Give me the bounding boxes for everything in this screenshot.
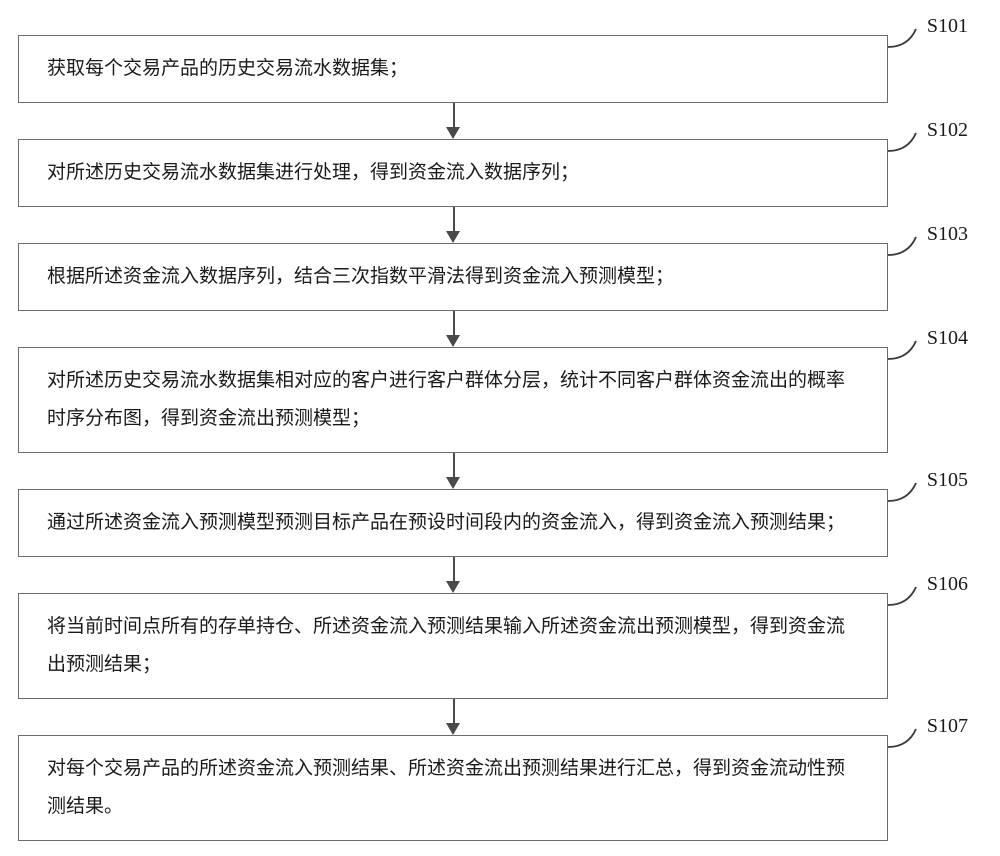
- step-text: 对所述历史交易流水数据集进行处理，得到资金流入数据序列；: [47, 162, 579, 183]
- flow-step: 通过所述资金流入预测模型预测目标产品在预设时间段内的资金流入，得到资金流入预测结…: [18, 489, 888, 557]
- step-box: 获取每个交易产品的历史交易流水数据集；: [18, 35, 888, 103]
- arrow-head-icon: [446, 127, 460, 139]
- hook-icon: [888, 25, 928, 49]
- flow-arrow: [18, 453, 888, 489]
- hook-icon: [888, 479, 928, 503]
- step-label: S104: [927, 327, 968, 350]
- step-text: 对所述历史交易流水数据集相对应的客户进行客户群体分层，统计不同客户群体资金流出的…: [47, 370, 845, 429]
- hook-icon: [888, 725, 928, 749]
- hook-icon: [888, 583, 928, 607]
- step-box: 对所述历史交易流水数据集进行处理，得到资金流入数据序列；: [18, 139, 888, 207]
- flow-step: 根据所述资金流入数据序列，结合三次指数平滑法得到资金流入预测模型；S103: [18, 243, 888, 311]
- step-box: 将当前时间点所有的存单持仓、所述资金流入预测结果输入所述资金流出预测模型，得到资…: [18, 593, 888, 699]
- step-text: 根据所述资金流入数据序列，结合三次指数平滑法得到资金流入预测模型；: [47, 266, 674, 287]
- hook-icon: [888, 129, 928, 153]
- flowchart-container: 获取每个交易产品的历史交易流水数据集；S101 对所述历史交易流水数据集进行处理，…: [18, 35, 888, 841]
- flow-step: 对每个交易产品的所述资金流入预测结果、所述资金流出预测结果进行汇总，得到资金流动…: [18, 735, 888, 841]
- step-text: 通过所述资金流入预测模型预测目标产品在预设时间段内的资金流入，得到资金流入预测结…: [47, 512, 845, 533]
- step-label: S105: [927, 469, 968, 492]
- hook-icon: [888, 233, 928, 257]
- flow-arrow: [18, 103, 888, 139]
- arrow-head-icon: [446, 477, 460, 489]
- step-text: 对每个交易产品的所述资金流入预测结果、所述资金流出预测结果进行汇总，得到资金流动…: [47, 758, 845, 817]
- flow-step: 将当前时间点所有的存单持仓、所述资金流入预测结果输入所述资金流出预测模型，得到资…: [18, 593, 888, 699]
- step-box: 对每个交易产品的所述资金流入预测结果、所述资金流出预测结果进行汇总，得到资金流动…: [18, 735, 888, 841]
- arrow-head-icon: [446, 335, 460, 347]
- step-label: S101: [927, 15, 968, 38]
- step-label: S102: [927, 119, 968, 142]
- flow-step: 对所述历史交易流水数据集相对应的客户进行客户群体分层，统计不同客户群体资金流出的…: [18, 347, 888, 453]
- step-text: 将当前时间点所有的存单持仓、所述资金流入预测结果输入所述资金流出预测模型，得到资…: [47, 616, 845, 675]
- step-box: 通过所述资金流入预测模型预测目标产品在预设时间段内的资金流入，得到资金流入预测结…: [18, 489, 888, 557]
- flow-step: 对所述历史交易流水数据集进行处理，得到资金流入数据序列；S102: [18, 139, 888, 207]
- step-label: S106: [927, 573, 968, 596]
- step-label: S107: [927, 715, 968, 738]
- flow-arrow: [18, 557, 888, 593]
- flow-arrow: [18, 207, 888, 243]
- arrow-head-icon: [446, 231, 460, 243]
- step-box: 根据所述资金流入数据序列，结合三次指数平滑法得到资金流入预测模型；: [18, 243, 888, 311]
- hook-icon: [888, 337, 928, 361]
- step-box: 对所述历史交易流水数据集相对应的客户进行客户群体分层，统计不同客户群体资金流出的…: [18, 347, 888, 453]
- flow-arrow: [18, 311, 888, 347]
- flow-arrow: [18, 699, 888, 735]
- arrow-head-icon: [446, 723, 460, 735]
- step-text: 获取每个交易产品的历史交易流水数据集；: [47, 58, 408, 79]
- flow-step: 获取每个交易产品的历史交易流水数据集；S101: [18, 35, 888, 103]
- arrow-head-icon: [446, 581, 460, 593]
- step-label: S103: [927, 223, 968, 246]
